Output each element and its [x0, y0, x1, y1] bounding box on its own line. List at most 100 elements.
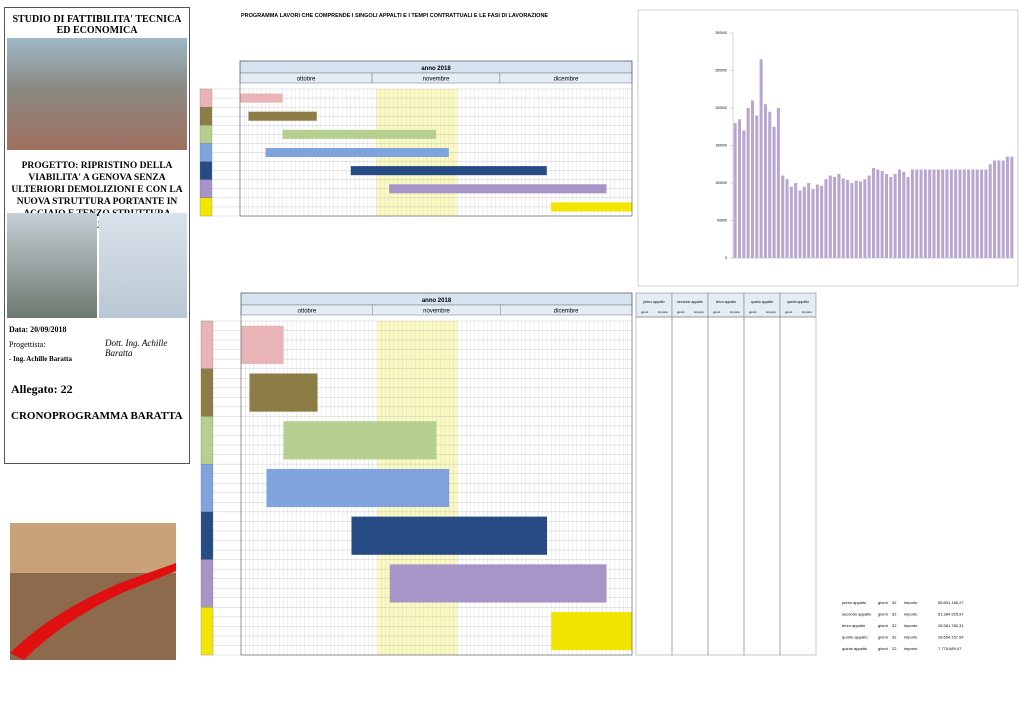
cover: STUDIO DI FATTIBILITA' TECNICA ED ECONOM…	[4, 7, 190, 464]
bar	[811, 189, 815, 258]
group-label-cell	[200, 607, 214, 656]
contract-header	[671, 292, 709, 318]
bar	[954, 169, 958, 258]
month: dicembre	[554, 77, 579, 83]
bar	[820, 186, 824, 258]
bar	[941, 169, 945, 258]
designer: - Ing. Achille Baratta	[9, 355, 72, 363]
summary-amount: 28.654.157,54	[938, 635, 964, 640]
phase-bar	[389, 184, 607, 194]
bar	[837, 174, 841, 258]
group-label-cell	[200, 511, 214, 560]
summary-amount-label: importo	[904, 612, 918, 617]
phase-bar	[265, 147, 449, 158]
bar	[902, 171, 906, 258]
photo	[7, 38, 187, 150]
bar	[789, 186, 793, 258]
bar	[945, 169, 949, 258]
bar	[1006, 156, 1010, 258]
col-days: giorni	[749, 310, 757, 314]
bar	[936, 169, 940, 258]
bar	[863, 179, 867, 258]
summary-days-label: giorni	[878, 600, 888, 605]
y-tick-label: 250000	[715, 69, 727, 73]
bar	[923, 169, 927, 258]
bar	[993, 160, 997, 258]
group-label-cell	[200, 368, 214, 417]
phase-bar	[350, 166, 547, 176]
bar	[984, 169, 988, 258]
contract-col	[743, 316, 781, 656]
bar	[781, 175, 785, 258]
y-tick-label: 100000	[715, 181, 727, 185]
phase-bar	[551, 612, 632, 651]
bar	[919, 169, 923, 258]
bar	[1001, 160, 1005, 258]
summary-amount-label: importo	[904, 623, 918, 628]
bar	[737, 119, 741, 258]
contract-name: terzo appalto	[716, 300, 736, 304]
bar	[763, 104, 767, 258]
col-days: giorni	[677, 310, 685, 314]
bar	[854, 180, 858, 258]
col-days: giorni	[641, 310, 649, 314]
bar	[794, 183, 798, 258]
summary-name: primo appalto	[842, 600, 867, 605]
group-label-cell	[199, 106, 213, 126]
bar	[815, 184, 819, 258]
summary-amount: 7.775.689,47	[938, 646, 962, 651]
summary-name: terzo appalto	[842, 623, 866, 628]
month: ottobre	[297, 77, 316, 83]
summary-days: 32	[892, 623, 897, 628]
col-days: giorni	[785, 310, 793, 314]
bar	[746, 108, 750, 258]
render-image	[10, 523, 176, 660]
summary-amount: 26.581.782,31	[938, 623, 964, 628]
bar	[871, 168, 876, 258]
bar	[759, 59, 763, 258]
bar	[958, 169, 962, 258]
month: novembre	[423, 77, 450, 83]
bar	[755, 115, 759, 258]
phase-bar	[249, 373, 318, 412]
cover-header: STUDIO DI FATTIBILITA' TECNICA ED ECONOM…	[12, 14, 182, 36]
bar	[742, 130, 746, 258]
group-label-cell	[199, 197, 213, 217]
bar	[988, 164, 992, 258]
col-amount: importo	[802, 310, 812, 314]
summary-amount-label: importo	[904, 646, 918, 651]
bar	[889, 177, 893, 258]
bar	[807, 183, 811, 258]
project-title: PROGETTO: RIPRISTINO DELLA VIABILITA' A …	[11, 161, 183, 231]
month: dicembre	[554, 309, 579, 315]
group-label-cell	[199, 161, 213, 180]
bar	[776, 108, 780, 258]
month: novembre	[423, 309, 450, 315]
phase-bar	[283, 421, 437, 460]
phase-bar	[351, 516, 547, 555]
summary-name: quinto appalto	[842, 646, 868, 651]
bar	[828, 175, 832, 258]
bar	[850, 183, 854, 258]
signature: Dott. Ing. Achille Baratta	[105, 338, 168, 358]
bar	[928, 169, 932, 258]
summary-amount-label: importo	[904, 600, 918, 605]
group-label-cell	[200, 320, 214, 369]
bar	[802, 186, 806, 258]
bar	[910, 169, 914, 258]
bar	[750, 100, 754, 258]
bar	[867, 175, 871, 258]
group-label-cell	[200, 463, 214, 513]
contract-name: quinto appalto	[787, 300, 809, 304]
bar	[915, 169, 919, 258]
bar	[884, 174, 888, 258]
bar	[967, 169, 971, 258]
bar	[949, 169, 953, 258]
bar	[859, 181, 863, 258]
date: Data: 20/09/2018	[9, 325, 67, 334]
year: anno 2018	[422, 298, 452, 304]
col-amount: importo	[766, 310, 776, 314]
designer-label: Progettista:	[9, 340, 46, 349]
group-label-cell	[199, 143, 213, 162]
